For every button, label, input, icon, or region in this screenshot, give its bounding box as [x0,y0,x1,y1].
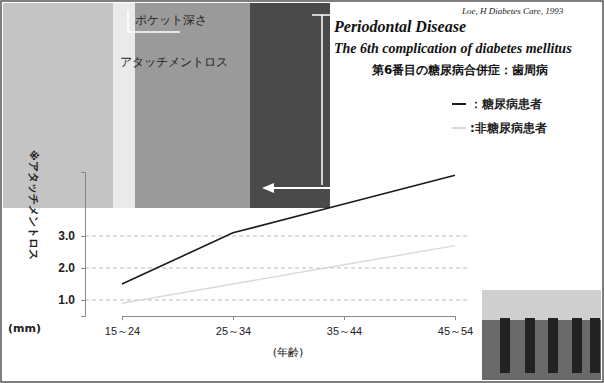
y-tick: 3.0 [58,229,85,243]
x-tick-label: 45～54 [438,325,473,337]
photo-label: ポケット深さ [135,13,207,27]
photo-bg [3,3,330,208]
x-axis-line [123,317,456,321]
photo-person [590,318,600,373]
x-axis: 15～24 25～34 35～44 45～54 [105,316,473,337]
y-axis-title: ※アタッチメントロス [27,150,40,260]
x-tick: 15～24 [105,316,140,337]
title: Periodontal Disease [333,18,466,35]
x-tick-mark [455,316,456,320]
y-axis-unit: (mm) [8,322,41,335]
x-tick-mark [122,316,123,320]
x-tick: 45～54 [438,316,473,337]
y-tick-mark [81,268,85,269]
photo-sky [482,290,601,320]
photo-people [482,290,601,380]
legend-swatch [452,127,466,129]
photo-tooth [3,3,113,208]
x-tick-label: 15～24 [105,325,140,337]
x-tick-mark [344,316,345,320]
x-tick-mark [233,316,234,320]
photo-arrow [312,14,332,16]
x-tick: 35～44 [327,316,362,337]
y-tick-label: 3.0 [58,229,75,243]
x-tick-label: 25～34 [216,325,251,337]
y-axis-line [81,173,86,317]
y-tick: 1.0 [58,293,85,307]
photo-arrow [270,187,330,189]
citation: Loe, H Diabetes Care, 1993 [461,6,564,16]
x-tick-label: 35～44 [327,325,362,337]
photo-periodontal: ポケット深さアタッチメントロス [3,3,332,208]
photo-person [500,318,510,373]
legend: ：糖尿病患者 :非糖尿病患者 [452,97,547,135]
y-axis: 1.0 2.0 3.0 [58,173,85,317]
y-tick: 2.0 [58,261,85,275]
slide: ポケット深さアタッチメントロス Loe, H Diabetes Care, 199… [0,0,604,383]
photo-label: アタッチメントロス [120,55,228,69]
plot-marks [122,175,455,303]
grid-line [85,268,470,269]
y-tick-label: 2.0 [58,261,75,275]
subtitle-ja: 第6番目の糖尿病合併症：歯周病 [371,63,548,77]
grid-line [85,236,470,237]
x-axis-title: (年齢) [273,346,304,359]
legend-swatch [452,103,466,105]
photo-person [525,318,535,373]
y-tick-mark [81,236,85,237]
subtitle: The 6th complication of diabetes mellitu… [334,41,572,56]
series-line [122,246,455,304]
y-tick-label: 1.0 [58,293,75,307]
photo-arrowhead [262,183,274,193]
photo-gap [113,3,135,208]
y-tick-mark [81,300,85,301]
slide-frame [1,1,603,382]
legend-label: :非糖尿病患者 [470,121,547,135]
grid [85,236,470,300]
legend-label: ：糖尿病患者 [470,97,542,111]
photo-person [548,318,558,373]
photo-bg [482,290,601,380]
photo-arrow [321,15,323,185]
photo-gum [250,3,330,208]
x-tick: 25～34 [216,316,251,337]
photo-person [572,318,582,373]
series-line [122,175,455,284]
